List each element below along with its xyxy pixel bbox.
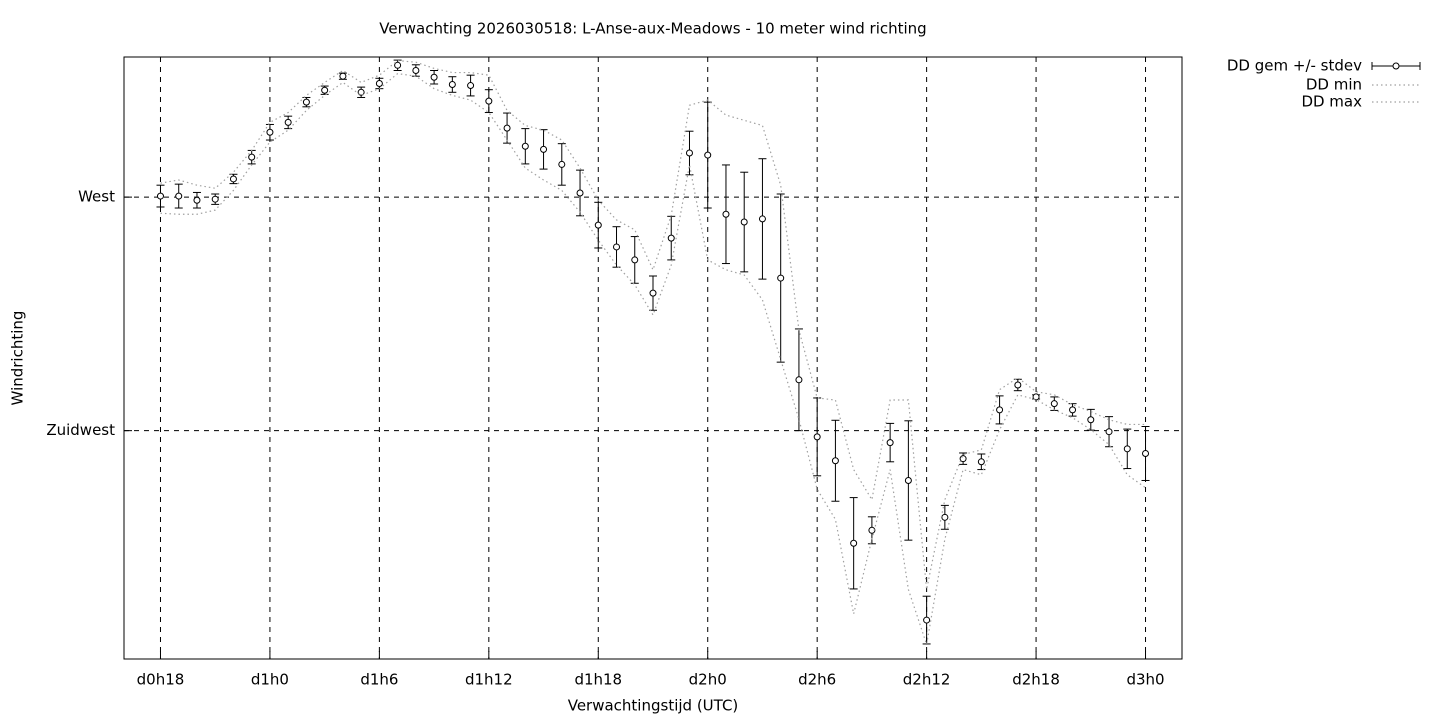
- mean-point: [229, 175, 237, 183]
- mean-point: [485, 97, 493, 105]
- x-tick-label: d2h6: [798, 671, 836, 689]
- mean-point: [813, 433, 821, 441]
- mean-point: [740, 218, 748, 226]
- legend-label: DD gem +/- stdev: [1227, 57, 1362, 75]
- mean-point: [558, 160, 566, 168]
- mean-point: [430, 73, 438, 81]
- mean-point: [649, 289, 657, 297]
- x-tick-label: d3h0: [1126, 671, 1164, 689]
- x-tick-label: d1h18: [574, 671, 622, 689]
- mean-point: [996, 406, 1004, 414]
- x-tick-label: d2h12: [903, 671, 951, 689]
- mean-point: [467, 82, 475, 90]
- mean-point: [503, 124, 511, 132]
- plot-frame: [123, 56, 1183, 660]
- x-tick-label: d1h0: [251, 671, 289, 689]
- x-tick-label: d2h0: [689, 671, 727, 689]
- mean-point: [886, 439, 894, 447]
- y-tick-label: Zuidwest: [46, 421, 115, 439]
- mean-point: [613, 243, 621, 251]
- mean-point: [1032, 393, 1040, 401]
- mean-point: [284, 118, 292, 126]
- y-tick-label: West: [78, 188, 115, 206]
- mean-point: [266, 128, 274, 136]
- mean-point: [758, 215, 766, 223]
- mean-point: [412, 66, 420, 74]
- mean-point: [831, 457, 839, 465]
- mean-point: [850, 539, 858, 547]
- mean-point: [448, 81, 456, 89]
- mean-point: [375, 79, 383, 87]
- y-axis-label: Windrichting: [9, 311, 27, 406]
- mean-point: [795, 376, 803, 384]
- chart-title: Verwachting 2026030518: L-Anse-aux-Meado…: [379, 20, 926, 38]
- mean-point: [941, 513, 949, 521]
- legend-label: DD max: [1301, 93, 1362, 111]
- mean-point: [248, 153, 256, 161]
- mean-point: [521, 142, 529, 150]
- mean-point: [1123, 445, 1131, 453]
- mean-point: [576, 189, 584, 197]
- x-tick-label: d0h18: [137, 671, 185, 689]
- mean-point: [1105, 428, 1113, 436]
- legend-label: DD min: [1306, 76, 1362, 94]
- mean-point: [977, 458, 985, 466]
- mean-point: [540, 145, 548, 153]
- mean-point: [1142, 449, 1150, 457]
- mean-point: [631, 256, 639, 264]
- mean-point: [1087, 416, 1095, 424]
- mean-point: [1014, 381, 1022, 389]
- x-tick-label: d1h6: [360, 671, 398, 689]
- x-axis-label: Verwachtingstijd (UTC): [568, 697, 739, 715]
- mean-point: [193, 196, 201, 204]
- mean-point: [156, 192, 164, 200]
- mean-point: [722, 210, 730, 218]
- mean-point: [667, 234, 675, 242]
- mean-point: [211, 195, 219, 203]
- mean-point: [339, 72, 347, 80]
- mean-point: [394, 61, 402, 69]
- legend-sample: [1392, 62, 1400, 70]
- mean-point: [302, 98, 310, 106]
- mean-point: [321, 86, 329, 94]
- mean-point: [777, 274, 785, 282]
- x-tick-label: d2h18: [1012, 671, 1060, 689]
- mean-point: [923, 616, 931, 624]
- mean-point: [1050, 400, 1058, 408]
- mean-point: [685, 149, 693, 157]
- mean-point: [704, 151, 712, 159]
- mean-point: [868, 526, 876, 534]
- mean-point: [904, 476, 912, 484]
- mean-point: [1069, 406, 1077, 414]
- mean-point: [175, 192, 183, 200]
- mean-point: [594, 221, 602, 229]
- x-tick-label: d1h12: [465, 671, 513, 689]
